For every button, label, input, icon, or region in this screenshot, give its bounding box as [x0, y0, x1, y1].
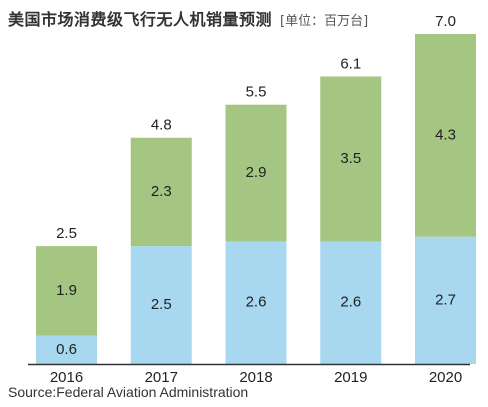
unit-label: [单位：百万台]	[280, 14, 369, 29]
chart-title: 美国市场消费级飞行无人机销量预测	[8, 10, 273, 29]
bar-lower-2016	[36, 335, 97, 364]
total-label-2017: 4.8	[151, 117, 172, 134]
value-label-upper-2019: 3.5	[340, 150, 361, 167]
total-label-2019: 6.1	[340, 55, 361, 72]
x-tick-label-2020: 2020	[429, 369, 462, 386]
x-tick-label-2018: 2018	[239, 369, 272, 386]
bar-upper-2016	[36, 246, 97, 336]
total-label-2018: 5.5	[246, 84, 267, 101]
value-label-upper-2016: 1.9	[56, 282, 77, 299]
value-label-lower-2019: 2.6	[340, 294, 361, 311]
value-label-lower-2020: 2.7	[435, 291, 456, 308]
bar-lower-2017	[130, 246, 192, 364]
bar-lower-2019	[320, 241, 382, 364]
bar-lower-2020	[415, 236, 476, 364]
value-label-upper-2018: 2.9	[246, 164, 267, 181]
source-note: Source:Federal Aviation Administration	[8, 384, 249, 400]
x-tick-label-2016: 2016	[50, 369, 83, 386]
value-label-lower-2016: 0.6	[56, 341, 77, 358]
value-label-upper-2017: 2.3	[151, 183, 172, 200]
x-tick-label-2017: 2017	[145, 369, 178, 386]
bar-upper-2020	[415, 34, 476, 237]
bar-upper-2017	[130, 137, 192, 247]
x-tick-label-2019: 2019	[334, 369, 367, 386]
bar-lower-2018	[225, 241, 287, 364]
bar-upper-2019	[320, 76, 382, 242]
total-label-2016: 2.5	[56, 225, 77, 242]
total-label-2020: 7.0	[435, 13, 456, 30]
chart-header: 美国市场消费级飞行无人机销量预测 [单位：百万台]	[8, 6, 368, 32]
value-label-lower-2017: 2.5	[151, 296, 172, 313]
bar-upper-2018	[225, 104, 287, 242]
value-label-upper-2020: 4.3	[435, 126, 456, 143]
value-label-lower-2018: 2.6	[246, 294, 267, 311]
